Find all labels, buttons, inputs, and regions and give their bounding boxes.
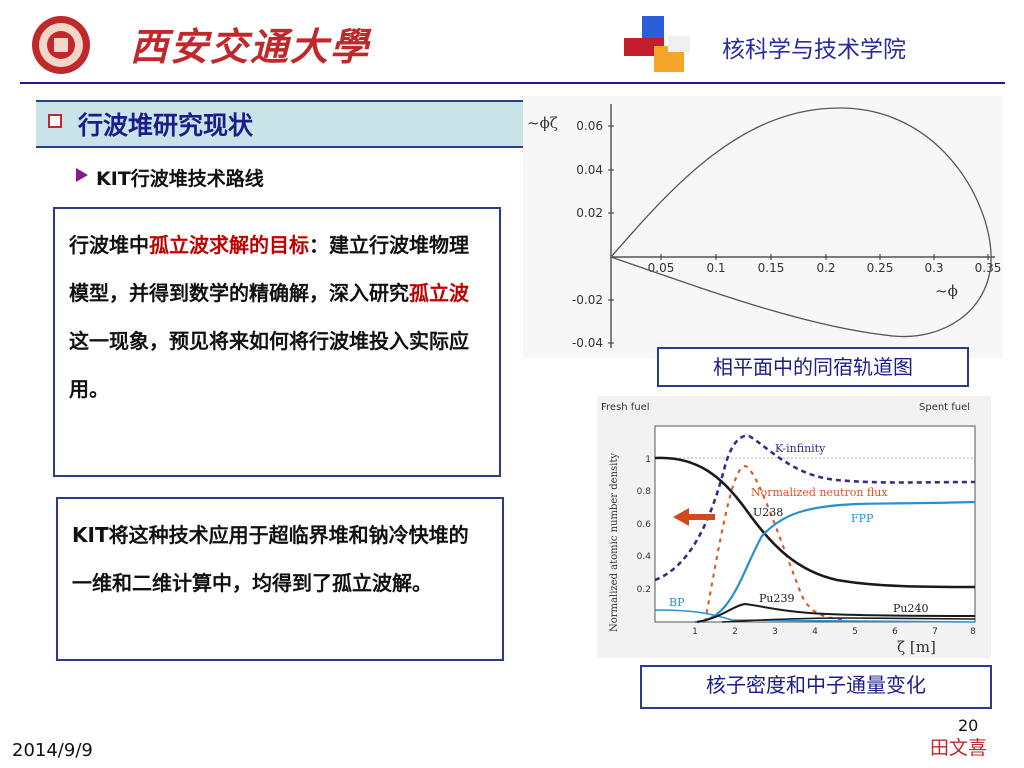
box1-text-2: ：建立行波堆物理模型，并得到数学的精确解，深入研究 bbox=[69, 233, 469, 305]
u238-curve bbox=[654, 456, 976, 589]
density-y-tick: 0.6 bbox=[637, 520, 652, 530]
box1-text-3: 这一现象，预见将来如何将行波堆投入实际应用。 bbox=[69, 329, 469, 401]
subsection-title: KIT行波堆技术路线 bbox=[96, 168, 264, 190]
section-header-bar bbox=[36, 100, 526, 148]
pu239-label: Pu239 bbox=[759, 592, 794, 605]
density-x-tick: 4 bbox=[812, 627, 818, 637]
phase-x-tick: 0.2 bbox=[816, 261, 835, 275]
university-logo-text: 西安交通大學 bbox=[130, 24, 371, 69]
direction-arrow-icon bbox=[673, 508, 715, 526]
phase-y-tick: 0.02 bbox=[576, 206, 603, 220]
fpp-curve bbox=[694, 500, 976, 624]
text-box-kit-application: KIT将这种技术应用于超临界堆和钠冷快堆的一维和二维计算中，均得到了孤立波解。 bbox=[56, 497, 504, 661]
phase-xlabel: ~ϕ bbox=[935, 282, 958, 300]
decorative-squares bbox=[624, 16, 690, 72]
phase-ylabel: ~ϕζ bbox=[527, 114, 558, 132]
fresh-fuel-label: Fresh fuel bbox=[601, 402, 650, 413]
density-y-tick: 0.4 bbox=[637, 552, 652, 562]
density-y-tick: 0.2 bbox=[637, 585, 651, 595]
pu240-curve bbox=[721, 617, 976, 623]
phase-y-tick: 0.06 bbox=[576, 119, 603, 133]
phase-x-tick: 0.35 bbox=[975, 261, 1002, 275]
text-box-solitary-wave: 行波堆中孤立波求解的目标：建立行波堆物理模型，并得到数学的精确解，深入研究孤立波… bbox=[53, 207, 501, 477]
phase-plane-plot: 0.06 0.04 0.02 -0.02 -0.04 0.05 0.1 0.15… bbox=[523, 96, 1003, 358]
density-x-tick: 7 bbox=[932, 627, 938, 637]
phase-x-tick: 0.15 bbox=[758, 261, 785, 275]
box1-paragraph: 行波堆中孤立波求解的目标：建立行波堆物理模型，并得到数学的精确解，深入研究孤立波… bbox=[69, 221, 485, 413]
university-seal-logo bbox=[32, 16, 90, 74]
density-y-tick: 1 bbox=[645, 455, 651, 465]
bp-curve bbox=[654, 609, 976, 623]
box1-text-1: 行波堆中 bbox=[69, 233, 149, 257]
spent-fuel-label: Spent fuel bbox=[919, 402, 970, 413]
box2-paragraph: KIT将这种技术应用于超临界堆和钠冷快堆的一维和二维计算中，均得到了孤立波解。 bbox=[72, 523, 469, 595]
u238-label: U238 bbox=[753, 506, 783, 519]
phase-x-tick: 0.3 bbox=[924, 261, 943, 275]
checkbox-bullet-icon bbox=[48, 114, 62, 128]
phase-y-tick: -0.04 bbox=[572, 336, 603, 350]
box1-highlight-1: 孤立波求解的目标 bbox=[149, 233, 309, 257]
phase-plot-caption: 相平面中的同宿轨道图 bbox=[657, 347, 969, 387]
density-x-tick: 3 bbox=[772, 627, 778, 637]
phase-x-tick: 0.05 bbox=[648, 261, 675, 275]
density-x-tick: 2 bbox=[732, 627, 738, 637]
pu239-curve bbox=[696, 602, 976, 623]
box1-highlight-2: 孤立波 bbox=[409, 281, 469, 305]
density-y-tick: 0.8 bbox=[637, 487, 652, 497]
slide-date: 2014/9/9 bbox=[12, 740, 93, 761]
flux-label: Normalized neutron flux bbox=[751, 486, 888, 499]
density-plot-caption: 核子密度和中子通量变化 bbox=[640, 665, 992, 709]
fpp-label: FPP bbox=[851, 512, 874, 525]
header-divider bbox=[20, 82, 1005, 84]
density-xlabel: ζ [m] bbox=[897, 638, 936, 656]
section-title: 行波堆研究现状 bbox=[78, 111, 254, 140]
density-x-tick: 6 bbox=[892, 627, 898, 637]
page-number: 20 bbox=[958, 716, 979, 735]
college-name: 核科学与技术学院 bbox=[722, 37, 906, 63]
kinf-label: K-infinity bbox=[775, 442, 826, 455]
phase-y-tick: -0.02 bbox=[572, 293, 603, 307]
density-x-tick: 8 bbox=[970, 627, 976, 637]
pu240-label: Pu240 bbox=[893, 602, 928, 615]
author-name: 田文喜 bbox=[930, 737, 988, 759]
phase-x-tick: 0.25 bbox=[867, 261, 894, 275]
density-x-tick: 1 bbox=[692, 627, 698, 637]
flux-curve bbox=[704, 464, 848, 623]
homoclinic-orbit bbox=[609, 107, 992, 338]
density-x-tick: 5 bbox=[852, 627, 858, 637]
phase-x-tick: 0.1 bbox=[706, 261, 725, 275]
kinf-curve bbox=[654, 434, 976, 582]
bp-label: BP bbox=[669, 596, 685, 609]
density-ylabel: Normalized atomic number density bbox=[609, 453, 620, 632]
phase-y-tick: 0.04 bbox=[576, 163, 603, 177]
arrow-bullet-icon bbox=[76, 168, 88, 182]
density-flux-plot: Fresh fuel Spent fuel Normalized atomic … bbox=[597, 396, 991, 658]
